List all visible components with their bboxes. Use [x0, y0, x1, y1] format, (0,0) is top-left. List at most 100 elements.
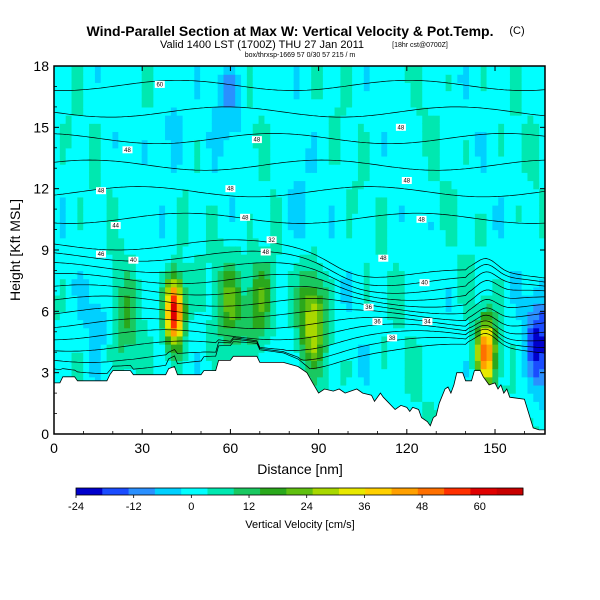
velocity-cell	[188, 352, 195, 361]
velocity-cell	[118, 90, 125, 100]
velocity-cell	[246, 254, 254, 263]
velocity-cell	[287, 188, 295, 198]
x-tick-label: 30	[134, 440, 150, 456]
velocity-cell	[433, 205, 441, 214]
contour-label-bg	[96, 250, 106, 258]
velocity-cell	[135, 74, 143, 83]
velocity-cell	[463, 205, 470, 214]
velocity-cell	[293, 205, 301, 214]
velocity-cell	[176, 180, 184, 190]
velocity-cell	[153, 286, 160, 296]
velocity-cell	[509, 188, 517, 198]
velocity-cell	[205, 131, 213, 141]
velocity-cell	[77, 360, 84, 370]
velocity-cell	[515, 303, 523, 312]
velocity-cell	[381, 245, 388, 255]
velocity-cell	[188, 205, 195, 214]
velocity-cell	[509, 66, 517, 75]
velocity-cell	[129, 311, 137, 321]
velocity-cell	[276, 172, 283, 182]
velocity-cell	[194, 368, 201, 378]
velocity-cell	[474, 213, 482, 222]
velocity-cell	[65, 319, 73, 329]
velocity-cell	[352, 139, 359, 149]
velocity-cell	[65, 254, 73, 263]
velocity-cell	[182, 245, 190, 255]
velocity-cell	[504, 213, 511, 222]
velocity-cell	[264, 139, 271, 149]
velocity-cell	[106, 98, 114, 108]
velocity-cell	[65, 115, 73, 124]
velocity-cell	[381, 237, 388, 247]
velocity-cell	[54, 270, 61, 280]
velocity-cell	[439, 66, 447, 75]
velocity-cell	[188, 319, 195, 329]
velocity-cell	[451, 74, 458, 83]
velocity-cell	[398, 352, 406, 361]
velocity-cell	[439, 262, 447, 272]
velocity-cell	[77, 344, 84, 353]
velocity-cell	[474, 123, 482, 133]
velocity-cell	[141, 106, 149, 116]
velocity-cell	[433, 360, 441, 370]
velocity-cell	[509, 155, 517, 165]
velocity-cell	[445, 360, 453, 370]
velocity-cell	[165, 164, 172, 173]
velocity-cell	[533, 131, 540, 141]
velocity-cell	[311, 82, 318, 92]
velocity-cell	[176, 115, 184, 124]
velocity-cell	[211, 90, 219, 100]
velocity-cell	[317, 245, 324, 255]
velocity-cell	[492, 147, 499, 157]
velocity-cell	[509, 327, 517, 337]
velocity-cell	[410, 344, 418, 353]
velocity-cell	[223, 327, 230, 337]
velocity-cell	[498, 106, 505, 116]
velocity-cell	[393, 237, 400, 247]
velocity-cell	[118, 82, 125, 92]
velocity-cell	[200, 213, 207, 222]
velocity-cell	[129, 188, 137, 198]
velocity-cell	[346, 123, 353, 133]
velocity-cell	[200, 335, 207, 345]
velocity-cell	[539, 180, 545, 190]
velocity-cell	[422, 66, 429, 75]
velocity-cell	[229, 164, 236, 173]
velocity-cell	[515, 368, 523, 378]
velocity-cell	[416, 254, 423, 263]
velocity-cell	[54, 98, 61, 108]
velocity-cell	[433, 229, 441, 239]
velocity-cell	[200, 278, 207, 288]
velocity-cell	[71, 327, 78, 337]
velocity-cell	[305, 98, 312, 108]
velocity-cell	[205, 139, 213, 149]
velocity-cell	[182, 303, 190, 312]
velocity-cell	[480, 352, 488, 361]
velocity-cell	[141, 188, 149, 198]
velocity-cell	[369, 172, 377, 182]
velocity-cell	[229, 245, 236, 255]
velocity-cell	[188, 90, 195, 100]
velocity-cell	[264, 196, 271, 206]
velocity-cell	[486, 344, 493, 353]
velocity-cell	[281, 237, 289, 247]
velocity-cell	[135, 115, 143, 124]
velocity-cell	[89, 82, 96, 92]
velocity-cell	[281, 131, 289, 141]
velocity-cell	[246, 115, 254, 124]
velocity-cell	[422, 294, 429, 304]
velocity-cell	[463, 294, 470, 304]
velocity-cell	[492, 221, 499, 231]
velocity-cell	[328, 115, 336, 124]
theta-contour-label: 48	[260, 248, 271, 256]
velocity-cell	[393, 270, 400, 280]
velocity-cell	[533, 327, 540, 337]
velocity-cell	[439, 270, 447, 280]
velocity-cell	[94, 115, 102, 124]
velocity-cell	[170, 98, 178, 108]
velocity-cell	[293, 82, 301, 92]
velocity-cell	[141, 123, 149, 133]
velocity-cell	[410, 98, 418, 108]
velocity-cell	[439, 164, 447, 173]
velocity-cell	[357, 344, 365, 353]
